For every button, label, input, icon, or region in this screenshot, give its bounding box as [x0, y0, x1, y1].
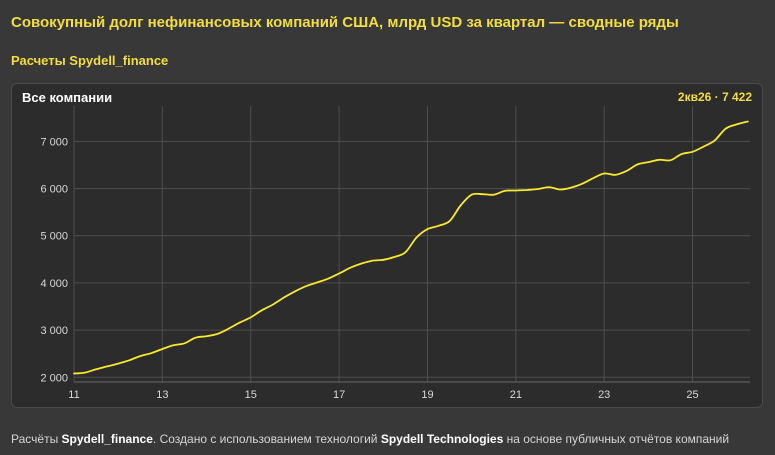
last-value-label: 2кв26 · 7 422	[677, 90, 752, 104]
footer-suffix: на основе публичных отчётов компаний	[503, 432, 730, 446]
x-tick-label: 11	[68, 389, 79, 401]
x-tick-label: 13	[156, 389, 168, 401]
y-tick-label: 3 000	[40, 325, 68, 337]
tick-labels: 2 000 3 000 4 000 5 000 6 000 7 000 11 13 15 17 19…	[40, 136, 698, 401]
series-line	[73, 120, 749, 375]
y-tick-label: 6 000	[40, 184, 68, 196]
x-tick-label: 21	[510, 389, 522, 401]
x-tick-label: 17	[333, 389, 345, 401]
y-tick-label: 2 000	[40, 372, 68, 384]
chart-subtitle: Расчеты Spydell_finance	[11, 53, 169, 68]
chart-plot: 2 000 3 000 4 000 5 000 6 000 7 000 11 13 15 17 19…	[40, 106, 750, 401]
footer-tech: Spydell Technologies	[380, 432, 504, 446]
x-tick-label: 15	[245, 389, 257, 401]
grid-layer	[73, 106, 750, 383]
chart-title: Совокупный долг нефинансовых компаний СШ…	[11, 14, 679, 31]
chart-panel: 2 000 3 000 4 000 5 000 6 000 7 000 11 13 15 17 19…	[11, 83, 763, 408]
x-tick-label: 19	[421, 389, 433, 401]
series-layer	[73, 120, 749, 375]
y-tick-label: 5 000	[40, 231, 68, 243]
footer-middle: . Создано с использованием технологий	[152, 432, 381, 446]
footer-prefix: Расчёты	[11, 432, 62, 446]
footer-credit: Расчёты Spydell_finance. Создано с испол…	[11, 432, 729, 446]
x-tick-label: 23	[598, 389, 610, 401]
x-tick-label: 25	[686, 389, 698, 401]
panel-title: Все компании	[22, 90, 113, 105]
y-tick-label: 4 000	[40, 278, 68, 290]
y-tick-label: 7 000	[40, 136, 68, 148]
footer-brand: Spydell_finance	[61, 432, 153, 446]
